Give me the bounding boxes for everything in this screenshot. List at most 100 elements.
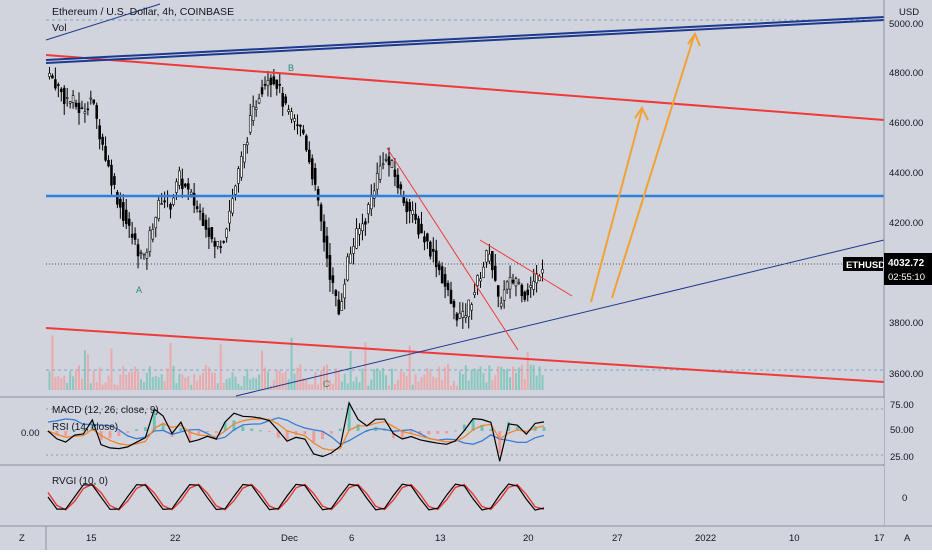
macd-histogram-bar [267,431,271,433]
lower-channel-line[interactable] [45,327,885,383]
volume-bar [266,371,269,390]
volume-bar [311,384,314,390]
price-tick: 4600.00 [889,118,923,129]
volume-bar [196,380,199,390]
candle-body [207,227,211,237]
volume-bar [137,371,140,390]
candle-body [517,281,521,284]
candle-body [107,159,110,167]
time-axis[interactable] [0,527,932,550]
rvgi-pane[interactable] [0,466,884,526]
last-price-value: 4032.72 [888,258,925,269]
candle-body [51,75,54,79]
auto-scale-button[interactable]: A [904,533,911,544]
volume-bar [75,369,78,390]
volume-bar [113,384,116,390]
candle-body [299,124,302,127]
candle-body [192,192,196,206]
macd-histogram-bar [409,431,413,435]
volume-bar [190,384,193,390]
volume-bar [202,372,204,390]
short-descending-line[interactable] [479,239,573,297]
candle-body [210,227,214,240]
time-tick: 17 [874,533,885,544]
candle-body [248,115,252,133]
macd-label[interactable]: MACD (12, 26, close, 9) [52,405,159,416]
macd-histogram-bar [55,431,59,436]
volume-bar [116,385,119,390]
candle-body [476,275,479,286]
candle-body [529,285,532,288]
upper-resistance-line-a[interactable] [45,16,885,61]
volume-bar [234,376,237,390]
candle-body [92,99,96,104]
volume-bar [423,374,426,390]
volume-bar [361,368,364,390]
candle-body [349,253,352,264]
macd-histogram-bar [179,427,183,431]
candle-body [254,107,258,110]
candle-body [237,168,240,184]
rsi-tick: 25.00 [890,452,914,463]
volume-bar [305,379,308,390]
price-pane[interactable] [0,0,884,396]
rvgi-label[interactable]: RVGI (10, 0) [52,476,108,487]
volume-bar [54,376,57,390]
symbol-title[interactable]: Ethereum / U.S. Dollar, 4h, COINBASE [52,6,234,18]
volume-bar [175,383,178,390]
candle-body [446,283,450,291]
ascending-support-line[interactable] [235,239,885,397]
rsi-label[interactable]: RSI (14, close) [52,422,118,433]
candle-body [154,217,158,229]
candle-body [260,87,264,95]
volume-bar [160,374,163,390]
volume-bar [48,371,51,390]
macd-histogram-bar [223,422,227,431]
descending-wedge-line[interactable] [386,147,519,351]
macd-histogram-bar [515,426,519,431]
candle-body [520,284,524,297]
volume-bar [479,366,482,390]
candle-body [145,252,149,259]
candle-body [65,97,69,99]
projection-arrow-1[interactable] [590,106,649,303]
upper-channel-line[interactable] [45,54,885,121]
candle-body [449,289,453,304]
candle-body [151,229,155,240]
volume-bar [287,379,290,390]
volume-bar [193,374,196,390]
volume-bar [240,385,243,390]
volume-bar [399,371,402,390]
volume-bar [512,366,514,390]
volume-bar [246,369,249,390]
macd-histogram-bar [400,431,404,439]
time-tick: 10 [789,533,800,544]
volume-bar [509,377,512,390]
volume-bar [222,382,225,390]
candle-body [502,289,506,301]
candle-body [313,167,317,185]
macd-histogram-bar [232,420,236,431]
macd-histogram-bar [197,431,201,436]
short-resistance-line[interactable] [45,3,161,41]
volume-bar [326,364,328,390]
candle-body [426,233,429,242]
volume-bar [485,382,488,390]
volume-bar [228,378,231,390]
volume-bar [355,376,358,390]
upper-resistance-line-b[interactable] [45,19,885,64]
candle-body [467,299,470,317]
projection-arrow-2[interactable] [611,31,701,299]
volume-bar [157,377,160,390]
volume-bar [249,379,252,390]
volume-bar [142,381,145,390]
volume-bar [458,371,461,390]
macd-histogram-bar [188,431,192,442]
zoom-reset-button[interactable]: Z [19,533,25,544]
candle-body [148,230,152,252]
candle-body [488,253,491,262]
volume-bar [243,376,246,390]
macd-histogram-bar [498,431,502,454]
price-tick: 3800.00 [889,318,923,329]
